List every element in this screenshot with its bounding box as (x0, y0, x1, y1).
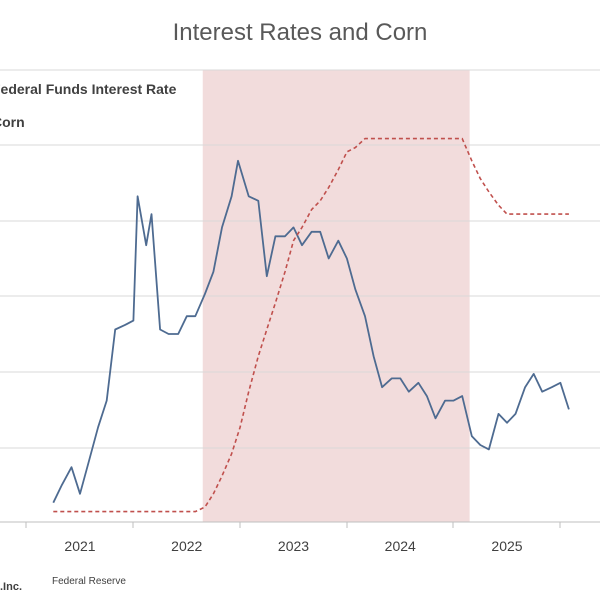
x-ticks (25, 522, 561, 528)
chart-title: Interest Rates and Corn (173, 19, 428, 46)
x-tick-label: 2023 (278, 538, 309, 554)
series-fed-funds-line (53, 137, 569, 513)
x-tick-label: 2021 (64, 538, 95, 554)
x-tick-label: 2022 (171, 538, 202, 554)
series-lines (52, 137, 570, 513)
x-tick-label: 2025 (491, 538, 522, 554)
footer-company: .Inc. (0, 581, 22, 593)
legend: Federal Funds Interest Rate Corn (0, 81, 177, 130)
gridlines (0, 69, 600, 449)
series-corn-line (52, 159, 570, 504)
x-tick-labels: 2021 2022 2023 2024 2025 (64, 538, 522, 554)
x-tick-label: 2024 (385, 538, 416, 554)
footer-source: Federal Reserve (52, 576, 126, 587)
footer: .Inc. Federal Reserve (0, 576, 126, 593)
legend-item-corn: Corn (0, 114, 25, 130)
plot-area: 2021 2022 2023 2024 2025 (0, 69, 600, 554)
legend-item-federal-funds: Federal Funds Interest Rate (0, 81, 177, 97)
